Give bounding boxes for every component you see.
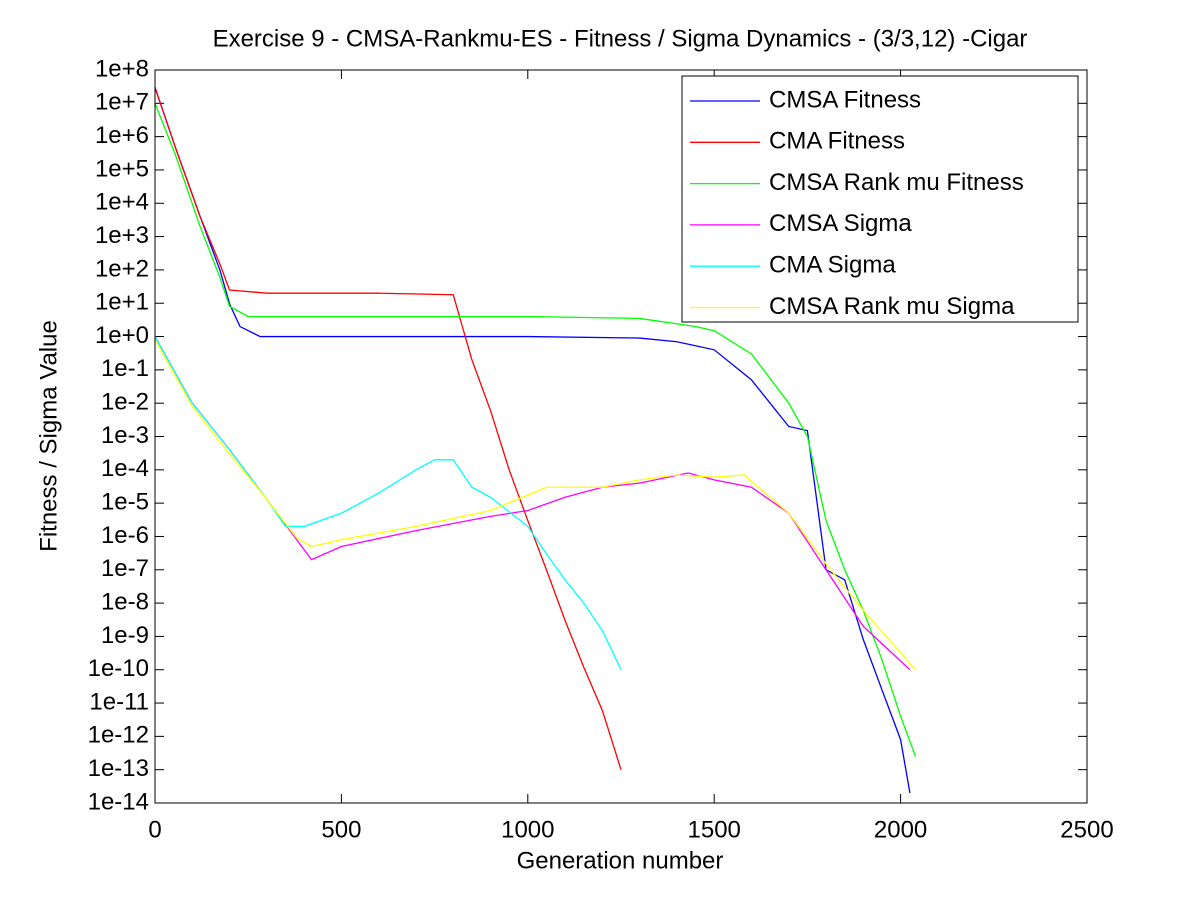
legend: CMSA Fitness CMA Fitness CMSA Rank mu Fitn… [681, 75, 1079, 323]
x-tick-label: 1000 [501, 816, 554, 843]
y-tick-label: 1e+5 [95, 155, 149, 182]
x-tick-label: 1500 [688, 816, 741, 843]
y-tick-label: 1e-14 [88, 788, 149, 815]
y-tick-label: 1e+1 [95, 289, 149, 316]
y-tick-label: 1e-12 [88, 722, 149, 749]
y-tick-label: 1e-10 [88, 655, 149, 682]
y-tick-label: 1e+6 [95, 122, 149, 149]
y-tick-label: 1e-3 [101, 422, 149, 449]
y-tick-label: 1e+7 [95, 89, 149, 116]
y-tick-label: 1e-9 [101, 622, 149, 649]
y-tick-label: 1e-13 [88, 755, 149, 782]
legend-label: CMSA Sigma [769, 210, 912, 237]
x-tick-label: 2000 [874, 816, 927, 843]
legend-label: CMSA Rank mu Fitness [769, 169, 1024, 196]
y-tick-label: 1e+3 [95, 222, 149, 249]
series-line [154, 103, 917, 757]
plot-area [154, 69, 1088, 804]
x-tick-label: 0 [148, 816, 161, 843]
y-tick-label: 1e-8 [101, 588, 149, 615]
chart-title: Exercise 9 - CMSA-Rankmu-ES - Fitness / … [213, 25, 1028, 52]
legend-label: CMSA Fitness [769, 86, 921, 113]
x-axis-label: Generation number [517, 847, 724, 874]
series-line [154, 339, 916, 671]
x-tick-label: 2500 [1060, 816, 1113, 843]
legend-label: CMA Sigma [769, 252, 896, 279]
legend-label: CMSA Rank mu Sigma [769, 293, 1015, 320]
axes-frame [154, 69, 1088, 804]
y-tick-label: 1e-2 [101, 389, 149, 416]
y-axis-label: Fitness / Sigma Value [35, 320, 62, 552]
y-tick-label: 1e-6 [101, 522, 149, 549]
legend-box [681, 75, 1079, 323]
y-tick-label: 1e-4 [101, 455, 149, 482]
y-tick-label: 1e-11 [89, 688, 149, 715]
y-tick-label: 1e-7 [101, 555, 149, 582]
y-tick-label: 1e-1 [101, 355, 149, 382]
x-tick-label: 500 [321, 816, 361, 843]
y-tick-label: 1e+0 [95, 322, 149, 349]
series-line [154, 87, 622, 770]
y-tick-label: 1e+2 [95, 255, 149, 282]
y-tick-label: 1e+4 [95, 189, 149, 216]
series-line [154, 87, 911, 794]
y-tick-label: 1e-5 [101, 488, 149, 515]
legend-label: CMA Fitness [769, 128, 905, 155]
y-tick-label: 1e+8 [95, 55, 149, 82]
